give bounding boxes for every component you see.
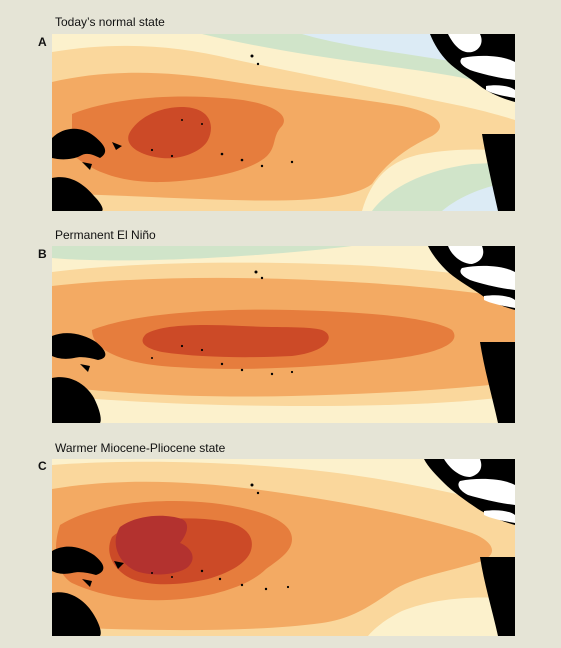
panel-a-map <box>52 34 515 211</box>
pacific-islands <box>151 483 290 591</box>
panel-a-title: Today’s normal state <box>55 15 165 29</box>
caribbean <box>448 34 515 98</box>
panel-b-map <box>52 246 515 423</box>
panel-b-title: Permanent El Niño <box>55 228 156 242</box>
caribbean <box>448 246 515 308</box>
panel-a-letter: A <box>38 35 47 49</box>
panel-c-map <box>52 459 515 636</box>
panel-b-letter: B <box>38 247 47 261</box>
land-west <box>52 128 122 211</box>
panel-c-letter: C <box>38 459 47 473</box>
pacific-islands <box>151 270 294 376</box>
pacific-islands <box>150 54 294 168</box>
land-west <box>52 546 124 636</box>
warm-pool-core <box>128 107 211 159</box>
land-west <box>52 333 106 423</box>
panel-c-title: Warmer Miocene-Pliocene state <box>55 441 226 455</box>
warm-pool-core <box>115 515 193 575</box>
warm-band-core <box>142 324 329 358</box>
cool-strip-north <box>52 246 352 261</box>
caribbean <box>444 459 515 523</box>
